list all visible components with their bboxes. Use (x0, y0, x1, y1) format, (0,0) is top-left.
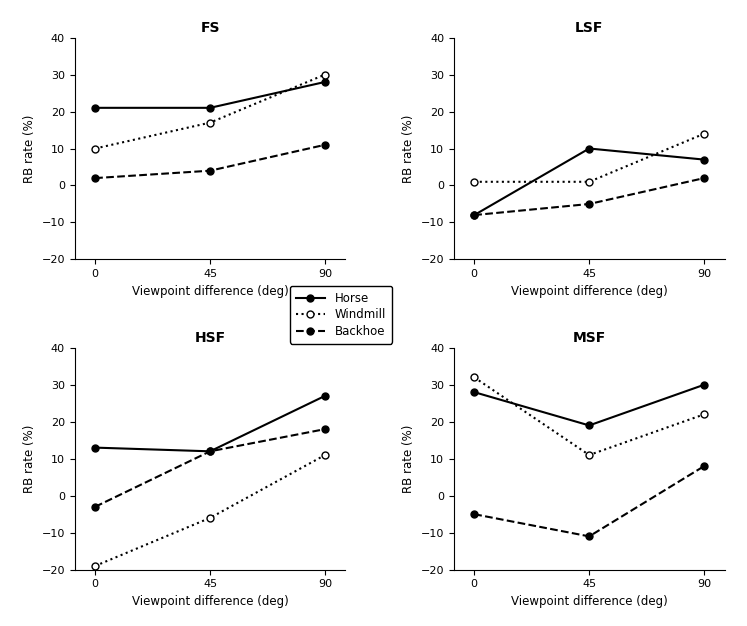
Y-axis label: RB rate (%): RB rate (%) (402, 424, 415, 493)
Title: MSF: MSF (572, 331, 606, 345)
Y-axis label: RB rate (%): RB rate (%) (23, 424, 36, 493)
X-axis label: Viewpoint difference (deg): Viewpoint difference (deg) (131, 595, 288, 608)
Y-axis label: RB rate (%): RB rate (%) (402, 115, 415, 183)
Title: LSF: LSF (575, 21, 604, 35)
Title: FS: FS (200, 21, 220, 35)
Legend: Horse, Windmill, Backhoe: Horse, Windmill, Backhoe (290, 286, 392, 344)
X-axis label: Viewpoint difference (deg): Viewpoint difference (deg) (131, 285, 288, 298)
X-axis label: Viewpoint difference (deg): Viewpoint difference (deg) (511, 285, 668, 298)
X-axis label: Viewpoint difference (deg): Viewpoint difference (deg) (511, 595, 668, 608)
Title: HSF: HSF (194, 331, 226, 345)
Y-axis label: RB rate (%): RB rate (%) (23, 115, 36, 183)
